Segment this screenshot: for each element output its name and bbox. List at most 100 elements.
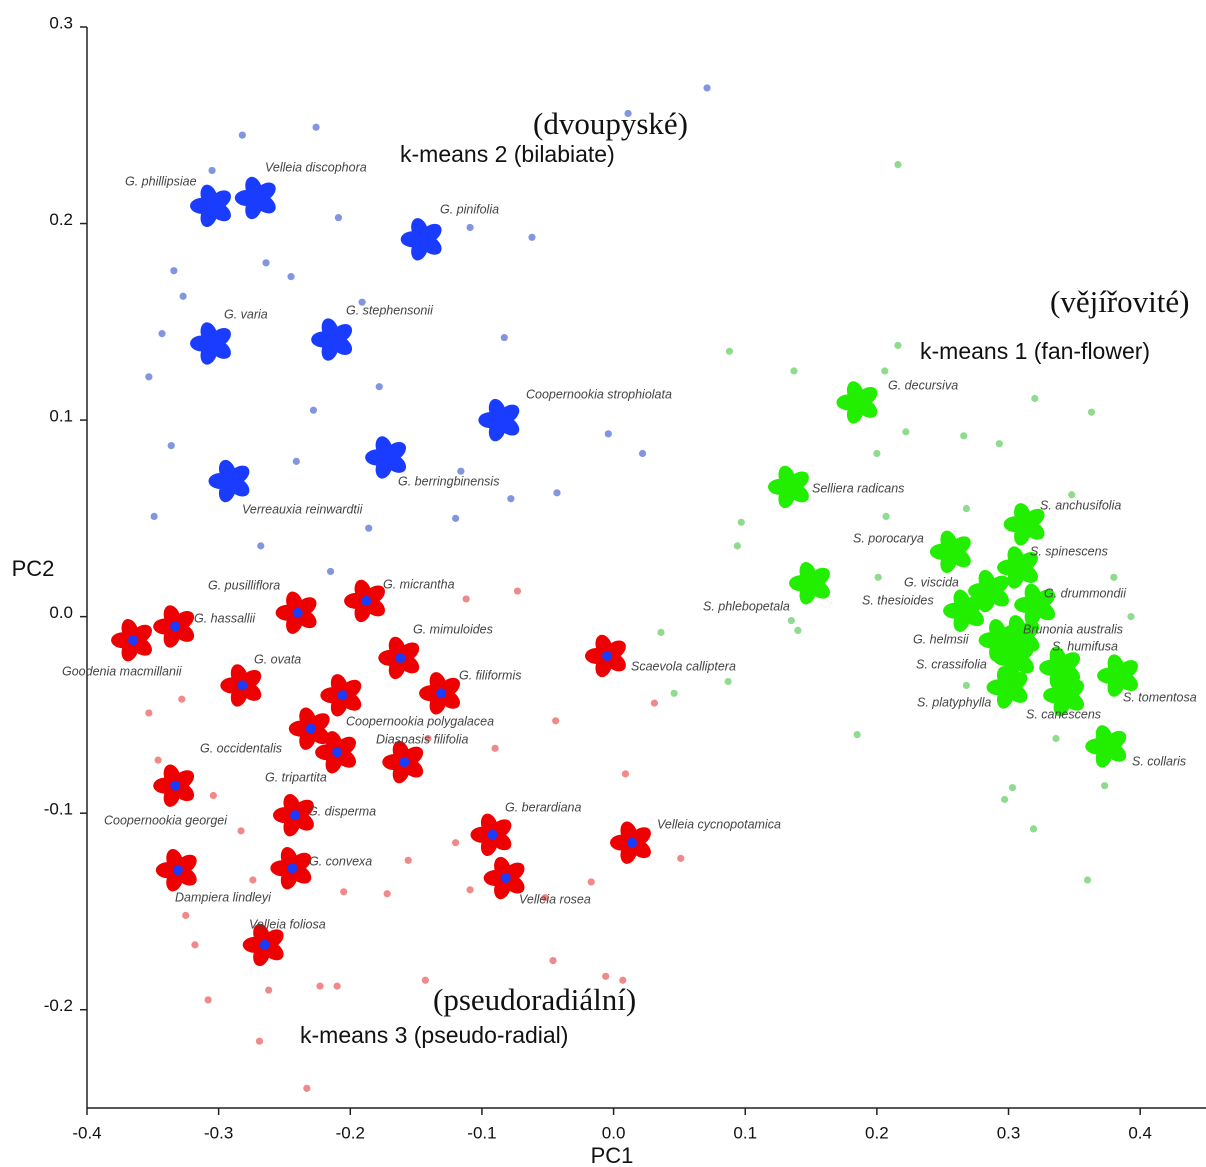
point xyxy=(262,259,270,267)
flower-eye xyxy=(361,595,372,606)
point xyxy=(375,383,383,391)
flower-glyph xyxy=(836,381,878,424)
flower-label: G. filiformis xyxy=(459,668,522,682)
flower-label: Velleia cycnopotamica xyxy=(657,817,781,831)
flower-label: S. porocarya xyxy=(853,531,924,545)
flower-label: S. tomentosa xyxy=(1123,690,1197,704)
flower-eye xyxy=(287,863,298,874)
point xyxy=(316,982,324,990)
flower-label: Brunonia australis xyxy=(1023,622,1123,636)
flower-label: G. decursiva xyxy=(888,378,958,392)
flower-center xyxy=(326,332,341,347)
flower-label: G. stephensonii xyxy=(346,303,434,317)
point xyxy=(158,330,166,338)
point xyxy=(326,567,335,576)
point xyxy=(853,730,861,739)
point xyxy=(874,573,882,581)
flower-glyph xyxy=(929,530,971,573)
y-tick-label: -0.2 xyxy=(44,996,73,1015)
point xyxy=(208,166,216,175)
point xyxy=(881,367,889,375)
flower-glyph xyxy=(767,465,809,509)
flower-label: G. hassallii xyxy=(194,611,256,625)
flower-label: Velleia foliosa xyxy=(249,917,326,931)
point xyxy=(960,432,968,440)
flower-label: G. varia xyxy=(224,307,268,321)
point xyxy=(787,616,795,625)
cluster-label-cs: (pseudoradiální) xyxy=(433,982,636,1017)
flower-label: G. ovata xyxy=(254,652,301,666)
point xyxy=(150,512,158,520)
flower-glyph xyxy=(968,569,1009,613)
flower-label: G. occidentalis xyxy=(200,741,282,755)
flower-center xyxy=(1058,688,1073,703)
flower-label: S. anchusifolia xyxy=(1040,498,1121,512)
flower-center xyxy=(1001,680,1016,695)
flower-glyph xyxy=(320,674,362,717)
cluster-label: k-means 2 (bilabiate) xyxy=(400,141,615,167)
flower-glyph xyxy=(986,666,1028,709)
flower-eye xyxy=(292,607,303,618)
y-axis-title: PC2 xyxy=(12,556,55,581)
point xyxy=(1083,876,1092,884)
point xyxy=(303,1084,311,1092)
flower-label: G. mimuloides xyxy=(413,622,493,636)
flower-label: G. pinifolia xyxy=(440,202,499,216)
x-axis-title: PC1 xyxy=(591,1143,634,1167)
flower-glyph xyxy=(190,322,231,365)
flower-glyph xyxy=(585,634,626,678)
point xyxy=(587,878,595,886)
point xyxy=(358,298,366,306)
point xyxy=(309,406,318,414)
flower-center xyxy=(851,395,866,410)
flower-eye xyxy=(170,621,181,632)
flower-glyph xyxy=(1003,503,1045,546)
flower-glyph xyxy=(382,740,424,784)
flower-label: G. tripartita xyxy=(265,770,327,784)
x-tick-label: 0.3 xyxy=(997,1123,1021,1142)
flower-label: Coopernookia georgei xyxy=(104,813,228,827)
flower-glyph xyxy=(153,764,195,807)
flower-center xyxy=(1100,739,1115,754)
point xyxy=(541,894,549,902)
x-tick-label: 0.4 xyxy=(1128,1123,1152,1142)
flower-center xyxy=(205,198,220,213)
flower-glyph xyxy=(1014,583,1056,627)
point xyxy=(873,449,881,458)
flower-label: Diaspasis filifolia xyxy=(376,732,468,746)
flower-center xyxy=(1029,597,1044,612)
flower-eye xyxy=(237,680,248,691)
flower-eye xyxy=(172,865,183,876)
point xyxy=(507,495,515,503)
flower-center xyxy=(1112,668,1127,683)
cluster-label: k-means 1 (fan-flower) xyxy=(920,338,1150,364)
point xyxy=(1031,394,1039,403)
flower-eye xyxy=(395,652,406,663)
flower-label: S. phlebopetala xyxy=(703,599,790,613)
point xyxy=(1087,408,1096,416)
point xyxy=(365,524,373,532)
point xyxy=(1008,784,1017,792)
point xyxy=(790,367,798,375)
point xyxy=(238,131,246,139)
flower-glyph xyxy=(789,562,830,605)
flower-eye xyxy=(332,747,343,758)
point xyxy=(1127,613,1135,621)
flower-label: Goodenia macmillanii xyxy=(62,664,183,678)
flower-eye xyxy=(487,829,498,840)
flower-label: Coopernookia strophiolata xyxy=(526,387,672,401)
flower-eye xyxy=(627,837,638,848)
cluster-label-cs: (dvoupyské) xyxy=(533,106,688,141)
point xyxy=(462,595,470,603)
point xyxy=(312,123,320,131)
y-tick-label: 0.1 xyxy=(49,407,73,426)
flower-glyph xyxy=(234,176,276,220)
flower-eye xyxy=(305,723,316,734)
point xyxy=(424,734,432,743)
flower-label: G. disperma xyxy=(308,804,376,818)
x-tick-label: -0.1 xyxy=(467,1123,496,1142)
flower-glyph xyxy=(153,605,195,648)
flower-glyph xyxy=(242,923,284,967)
cluster-label: k-means 3 (pseudo-radial) xyxy=(300,1022,568,1048)
